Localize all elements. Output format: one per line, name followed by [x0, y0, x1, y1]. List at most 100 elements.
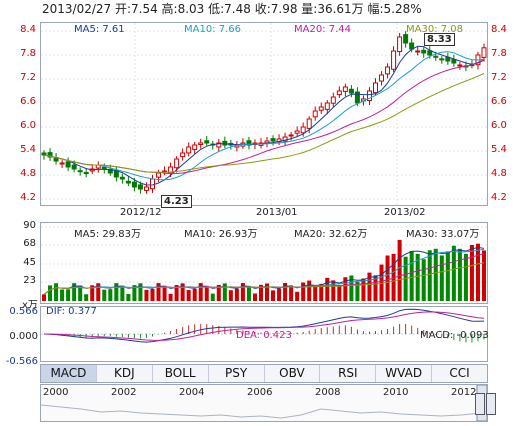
macd-chart: [41, 308, 487, 343]
candle-body: [198, 142, 204, 145]
candle-body: [156, 172, 162, 178]
date-label-jan: 2013/01: [256, 207, 298, 218]
price-tick-right: 5.4: [491, 144, 507, 155]
price-chart: [41, 23, 487, 205]
candle-body: [481, 47, 487, 58]
tab-psy[interactable]: PSY: [209, 365, 265, 382]
navigator-sparkline: [41, 385, 487, 421]
tab-wvad[interactable]: WVAD: [376, 365, 433, 382]
candle-body: [294, 130, 300, 134]
volume-bar: [331, 280, 336, 301]
volume-bar: [409, 250, 414, 301]
tab-boll[interactable]: BOLL: [153, 365, 209, 382]
volume-bar: [72, 283, 77, 301]
volume-bar: [361, 278, 366, 301]
candle-body: [180, 152, 186, 158]
volume-bar: [96, 283, 101, 301]
volume-bar: [144, 289, 149, 301]
volume-bar: [174, 285, 179, 301]
candle-body: [366, 90, 372, 102]
low-price-marker: 4.23: [161, 195, 192, 208]
volume-bar: [138, 283, 143, 301]
vol-ma5-label: MA5: 29.83万: [74, 229, 142, 240]
candle-body: [137, 184, 143, 190]
volume-bar: [234, 288, 239, 301]
candle-body: [143, 186, 149, 191]
candle-body: [336, 90, 342, 96]
candle-body: [47, 152, 53, 158]
dea-line: [44, 311, 485, 341]
candle-body: [415, 50, 421, 53]
volume-bar: [204, 285, 209, 301]
candle-body: [318, 106, 324, 111]
timeline-navigator[interactable]: 2000 2002 2004 2006 2008 2010 2012: [40, 384, 496, 422]
volume-bar: [228, 290, 233, 301]
candle-body: [324, 102, 330, 110]
volume-bar: [343, 277, 348, 301]
volume-bar: [337, 286, 342, 301]
volume-bar: [192, 288, 197, 301]
tab-macd[interactable]: MACD: [41, 365, 97, 382]
volume-bar: [156, 283, 161, 301]
volume-bar: [415, 253, 420, 301]
volume-bar: [265, 283, 270, 301]
price-tick-left: 6.0: [20, 120, 36, 131]
volume-tick: 23: [23, 275, 36, 287]
volume-bar: [379, 264, 384, 301]
volume-bar: [162, 285, 167, 301]
year-2000: 2000: [43, 387, 69, 398]
candle-body: [119, 176, 125, 180]
volume-bar: [433, 248, 438, 301]
macd-chart-panel[interactable]: [40, 306, 488, 362]
candle-body: [270, 138, 276, 142]
volume-ma-line-30: [43, 262, 485, 295]
volume-bar: [186, 290, 191, 301]
tab-kdj[interactable]: KDJ: [97, 365, 153, 382]
candle-body: [379, 74, 385, 82]
tab-rsi[interactable]: RSI: [320, 365, 377, 382]
candle-body: [71, 164, 77, 170]
price-tick-right: 6.6: [491, 96, 507, 107]
candle-body: [288, 134, 294, 137]
indicator-tabs: MACD KDJ BOLL PSY OBV RSI WVAD CCI: [40, 364, 488, 383]
volume-bar: [457, 248, 462, 301]
volume-bar: [355, 281, 360, 301]
volume-bar: [168, 293, 173, 301]
date-label-feb: 2013/02: [384, 207, 426, 218]
volume-bar: [397, 239, 402, 301]
volume-bar: [126, 294, 131, 301]
candle-body: [312, 110, 318, 118]
candle-body: [439, 58, 445, 61]
candle-body: [342, 86, 348, 92]
candle-body: [192, 144, 198, 150]
candle-body: [433, 55, 439, 58]
navigator-handle-right[interactable]: [486, 393, 496, 415]
ma-line-30: [43, 73, 485, 173]
year-2012: 2012: [451, 387, 477, 398]
volume-bar: [451, 245, 456, 301]
tab-obv[interactable]: OBV: [265, 365, 321, 382]
candle-body: [77, 170, 83, 173]
volume-bar: [367, 272, 372, 301]
price-tick-right: 4.2: [491, 192, 507, 203]
price-tick-left: 5.4: [20, 144, 36, 155]
price-chart-panel[interactable]: [40, 22, 488, 206]
ma5-label: MA5: 7.61: [74, 24, 125, 35]
price-tick-right: 8.4: [491, 24, 507, 35]
macd-value-label: MACD: -0.093: [420, 330, 489, 341]
volume-tick: 90: [23, 220, 36, 231]
macd-dif-label: DIF: 0.377: [46, 306, 97, 317]
volume-bar: [463, 253, 468, 301]
volume-bar: [301, 282, 306, 301]
candle-body: [59, 162, 65, 165]
tab-cci[interactable]: CCI: [449, 366, 470, 380]
candle-body: [186, 146, 192, 154]
price-tick-right: 6.0: [491, 120, 507, 131]
candle-body: [65, 161, 71, 168]
navigator-handle-left[interactable]: [475, 393, 485, 415]
year-2004: 2004: [179, 387, 205, 398]
volume-bar: [78, 285, 83, 301]
volume-chart-panel[interactable]: [40, 222, 488, 304]
candle-body: [216, 142, 222, 148]
volume-bar: [391, 253, 396, 301]
